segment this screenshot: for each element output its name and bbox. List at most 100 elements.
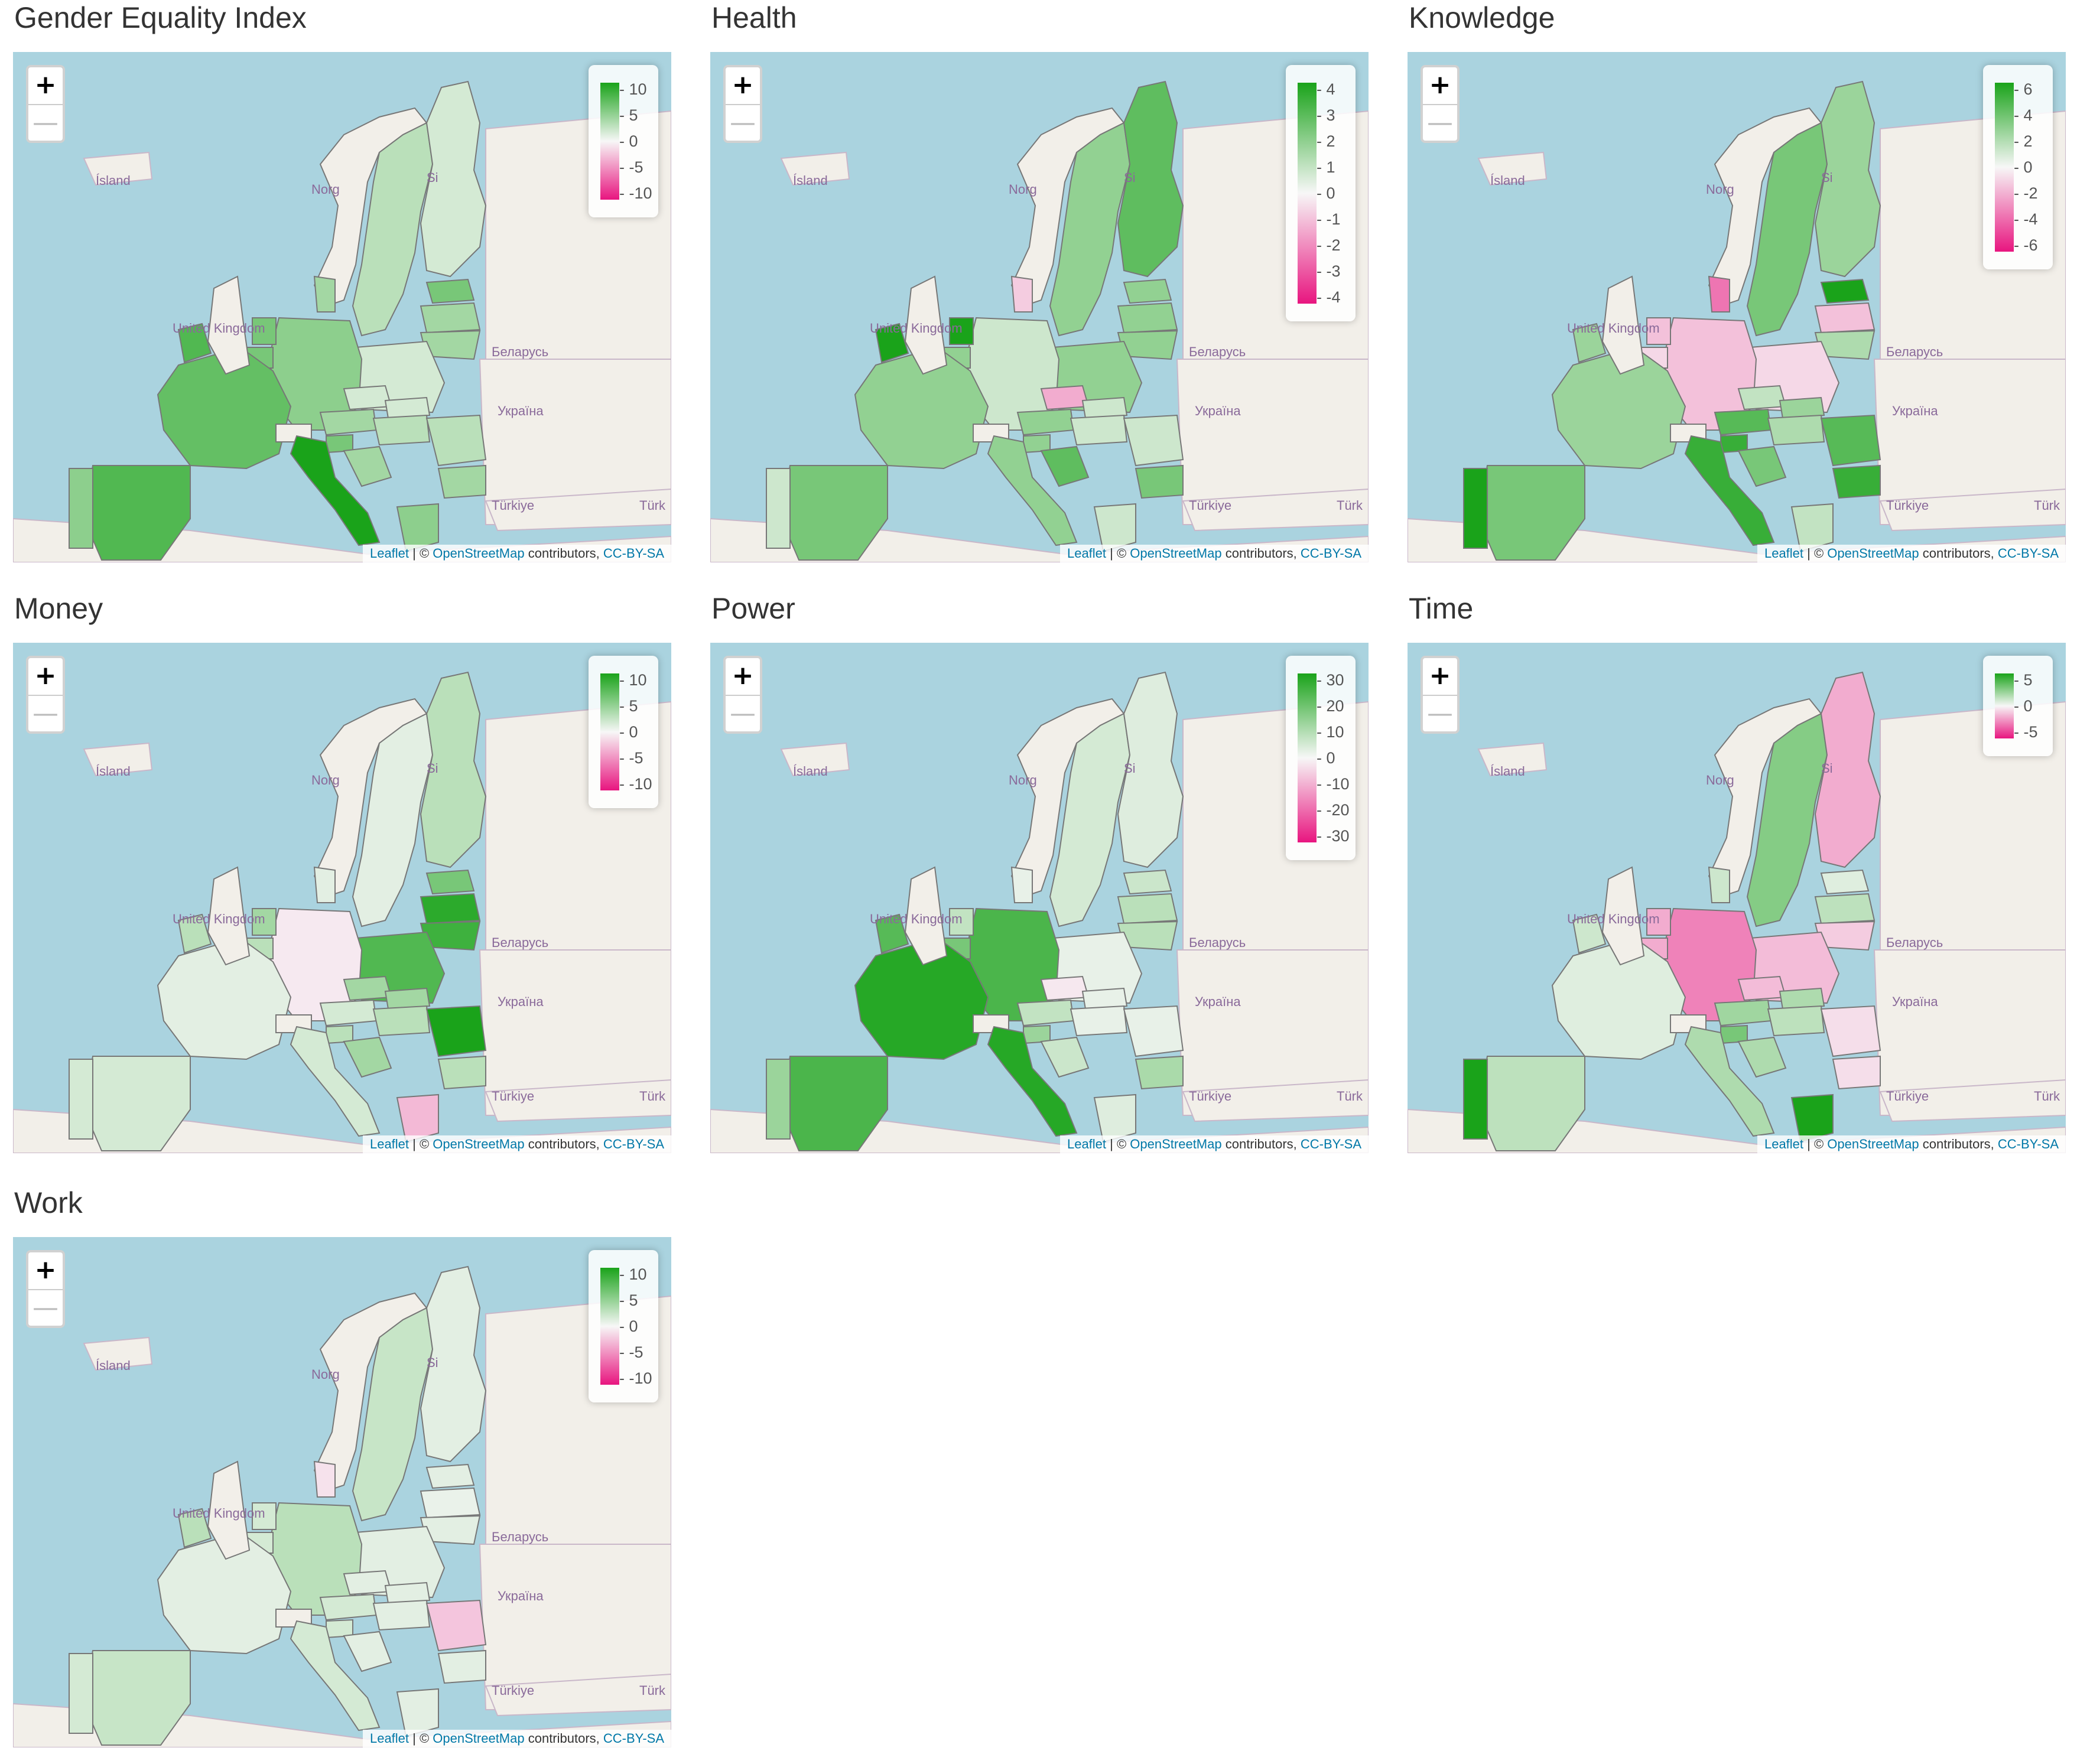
country-cz[interactable] xyxy=(343,1570,392,1596)
country-hu[interactable] xyxy=(1070,1005,1128,1037)
country-sk[interactable] xyxy=(1779,396,1825,419)
zoom-in-button[interactable]: + xyxy=(726,658,760,696)
osm-link[interactable]: OpenStreetMap xyxy=(433,546,525,561)
leaflet-link[interactable]: Leaflet xyxy=(369,1137,409,1151)
country-bg[interactable] xyxy=(437,1055,486,1090)
country-pt[interactable] xyxy=(1463,468,1488,549)
country-ro[interactable] xyxy=(1820,414,1881,467)
country-at[interactable] xyxy=(319,408,378,436)
license-link[interactable]: CC-BY-SA xyxy=(1997,1137,2059,1151)
country-cz[interactable] xyxy=(1040,975,1090,1001)
country-hr[interactable] xyxy=(1040,445,1090,487)
zoom-in-button[interactable]: + xyxy=(28,1252,63,1290)
country-ro[interactable] xyxy=(1123,1005,1184,1057)
country-ee[interactable] xyxy=(1820,869,1870,895)
country-hr[interactable] xyxy=(343,1036,392,1078)
country-gr[interactable] xyxy=(1093,1093,1136,1143)
country-sk[interactable] xyxy=(384,987,431,1010)
country-ro[interactable] xyxy=(425,1599,487,1652)
country-it[interactable] xyxy=(1684,435,1775,546)
country-at[interactable] xyxy=(1016,408,1075,436)
country-cz[interactable] xyxy=(1040,385,1090,411)
license-link[interactable]: CC-BY-SA xyxy=(1997,546,2059,561)
country-ie[interactable] xyxy=(875,913,909,954)
zoom-out-button[interactable]: — xyxy=(1427,698,1453,728)
country-nl[interactable] xyxy=(252,1502,277,1530)
country-hr[interactable] xyxy=(1040,1036,1090,1078)
country-ie[interactable] xyxy=(875,323,909,363)
zoom-out-button[interactable]: — xyxy=(730,698,756,728)
country-nl[interactable] xyxy=(1646,908,1671,936)
country-at[interactable] xyxy=(1016,999,1075,1027)
country-bg[interactable] xyxy=(1832,1055,1881,1090)
country-sk[interactable] xyxy=(1081,396,1128,419)
country-hu[interactable] xyxy=(372,1005,431,1037)
country-lv[interactable] xyxy=(420,302,481,334)
country-bg[interactable] xyxy=(437,1649,486,1684)
zoom-in-button[interactable]: + xyxy=(1423,658,1457,696)
country-fi[interactable] xyxy=(420,1265,487,1463)
country-lv[interactable] xyxy=(1814,302,1876,334)
zoom-out-button[interactable]: — xyxy=(32,698,58,728)
country-at[interactable] xyxy=(1714,408,1772,436)
country-cz[interactable] xyxy=(1737,385,1787,411)
country-dk[interactable] xyxy=(313,866,336,903)
country-gr[interactable] xyxy=(1093,503,1136,552)
country-bg[interactable] xyxy=(1135,464,1184,499)
country-ro[interactable] xyxy=(1820,1005,1881,1057)
country-hr[interactable] xyxy=(343,445,392,487)
country-dk[interactable] xyxy=(1708,275,1730,313)
country-bg[interactable] xyxy=(1135,1055,1184,1090)
country-hu[interactable] xyxy=(372,414,431,446)
zoom-out-button[interactable]: — xyxy=(1427,108,1453,138)
osm-link[interactable]: OpenStreetMap xyxy=(1827,1137,1919,1151)
license-link[interactable]: CC-BY-SA xyxy=(603,546,664,561)
country-dk[interactable] xyxy=(313,1460,336,1498)
license-link[interactable]: CC-BY-SA xyxy=(1300,1137,1361,1151)
country-gr[interactable] xyxy=(1790,1093,1834,1143)
country-hr[interactable] xyxy=(343,1630,392,1672)
country-hu[interactable] xyxy=(1767,1005,1825,1037)
country-at[interactable] xyxy=(319,1593,378,1621)
osm-link[interactable]: OpenStreetMap xyxy=(433,1731,525,1746)
country-fi[interactable] xyxy=(1814,80,1881,278)
country-bg[interactable] xyxy=(437,464,486,499)
country-ie[interactable] xyxy=(177,1508,212,1548)
country-gr[interactable] xyxy=(396,1688,439,1737)
country-ee[interactable] xyxy=(1123,869,1172,895)
country-it[interactable] xyxy=(987,435,1078,546)
choropleth-map[interactable]: Ísland Norg Si United Kingdom Беларусь Україн… xyxy=(1408,52,2066,562)
choropleth-map[interactable]: Ísland Norg Si United Kingdom Беларусь Україн… xyxy=(710,643,1369,1153)
country-sk[interactable] xyxy=(1779,987,1825,1010)
country-dk[interactable] xyxy=(1010,275,1033,313)
country-ie[interactable] xyxy=(177,323,212,363)
country-sk[interactable] xyxy=(384,1581,431,1604)
country-nl[interactable] xyxy=(252,317,277,345)
choropleth-map[interactable]: Ísland Norg Si United Kingdom Беларусь Україн… xyxy=(13,52,671,562)
country-ro[interactable] xyxy=(425,414,487,467)
choropleth-map[interactable]: Ísland Norg Si United Kingdom Беларусь Україн… xyxy=(710,52,1369,562)
country-it[interactable] xyxy=(290,1620,381,1732)
country-cz[interactable] xyxy=(343,975,392,1001)
country-ie[interactable] xyxy=(177,913,212,954)
country-ie[interactable] xyxy=(1572,323,1607,363)
zoom-in-button[interactable]: + xyxy=(726,67,760,105)
country-cz[interactable] xyxy=(1737,975,1787,1001)
country-hu[interactable] xyxy=(372,1599,431,1631)
country-bg[interactable] xyxy=(1832,464,1881,499)
zoom-in-button[interactable]: + xyxy=(28,658,63,696)
leaflet-link[interactable]: Leaflet xyxy=(369,546,409,561)
country-pt[interactable] xyxy=(69,1653,93,1734)
country-ee[interactable] xyxy=(425,278,475,304)
country-gr[interactable] xyxy=(396,503,439,552)
zoom-in-button[interactable]: + xyxy=(28,67,63,105)
country-lv[interactable] xyxy=(420,893,481,925)
country-fr[interactable] xyxy=(854,346,989,470)
country-at[interactable] xyxy=(319,999,378,1027)
license-link[interactable]: CC-BY-SA xyxy=(603,1731,664,1746)
osm-link[interactable]: OpenStreetMap xyxy=(1130,546,1222,561)
zoom-out-button[interactable]: — xyxy=(32,108,58,138)
leaflet-link[interactable]: Leaflet xyxy=(1764,1137,1804,1151)
country-ee[interactable] xyxy=(1123,278,1172,304)
osm-link[interactable]: OpenStreetMap xyxy=(1130,1137,1222,1151)
